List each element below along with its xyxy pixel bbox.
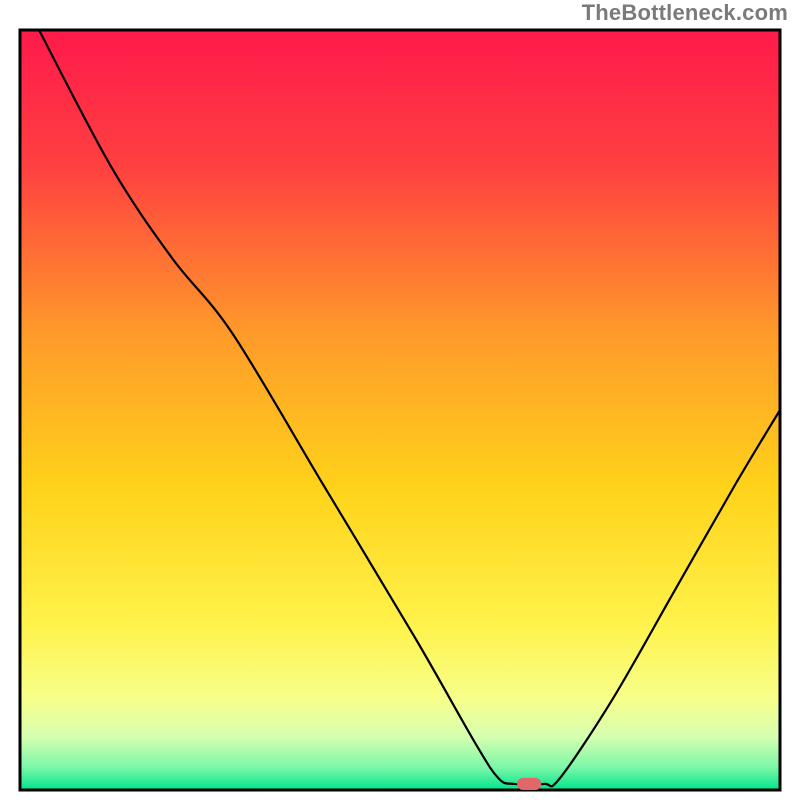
plot-background <box>20 30 780 790</box>
optimal-point-marker <box>517 778 541 790</box>
bottleneck-chart: TheBottleneck.com <box>0 0 800 800</box>
chart-svg <box>0 0 800 800</box>
watermark-text: TheBottleneck.com <box>582 0 788 26</box>
